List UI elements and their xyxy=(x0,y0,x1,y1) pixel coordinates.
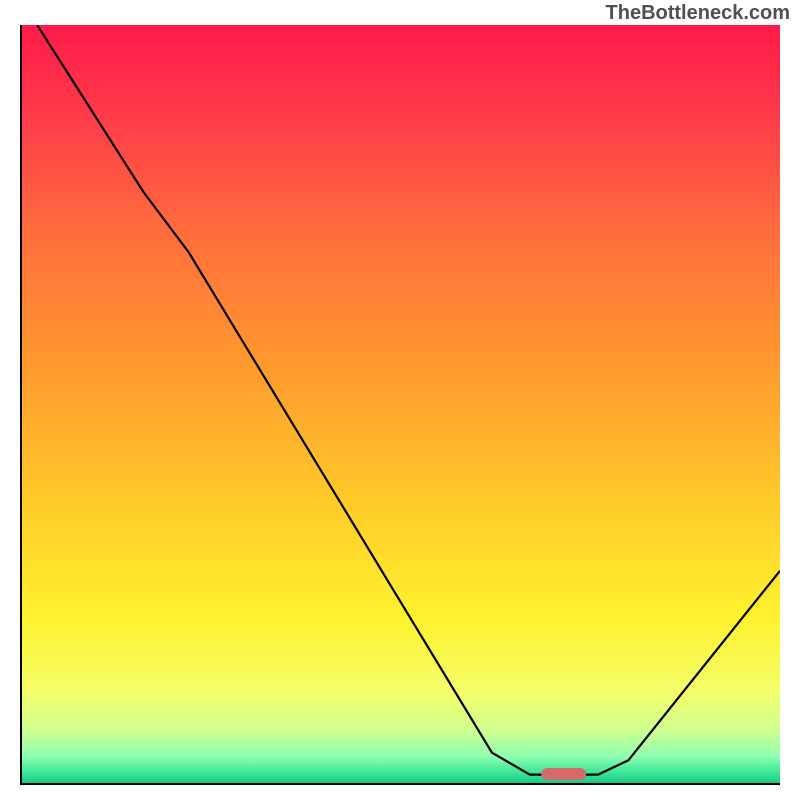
bottleneck-plot xyxy=(20,25,780,785)
bottleneck-curve xyxy=(22,25,780,783)
attribution-text: TheBottleneck.com xyxy=(606,2,790,25)
optimal-marker xyxy=(541,768,586,780)
